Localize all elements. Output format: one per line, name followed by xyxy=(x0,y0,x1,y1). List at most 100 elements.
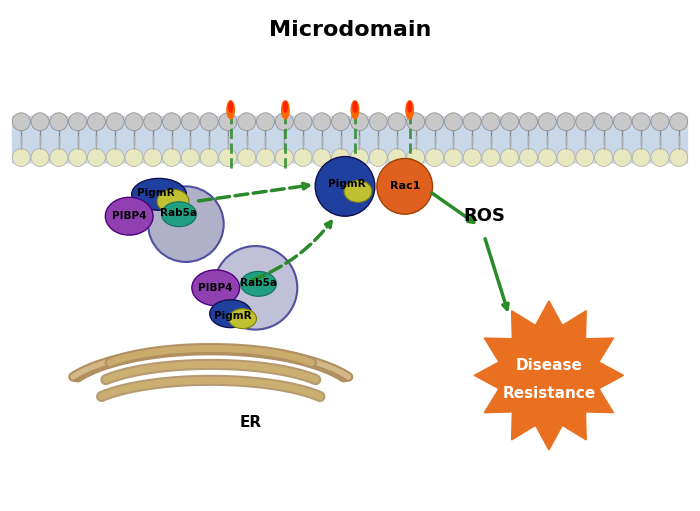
Circle shape xyxy=(651,113,669,131)
Text: Disease: Disease xyxy=(515,358,582,373)
Ellipse shape xyxy=(105,197,153,235)
Circle shape xyxy=(13,113,30,131)
Circle shape xyxy=(50,149,68,167)
Circle shape xyxy=(557,149,575,167)
Ellipse shape xyxy=(408,102,412,112)
Circle shape xyxy=(219,113,237,131)
Ellipse shape xyxy=(241,271,276,296)
Circle shape xyxy=(651,149,669,167)
Circle shape xyxy=(538,149,557,167)
Text: Rac1: Rac1 xyxy=(389,181,420,192)
Circle shape xyxy=(482,113,500,131)
Circle shape xyxy=(125,149,143,167)
Circle shape xyxy=(576,149,594,167)
Ellipse shape xyxy=(210,300,251,328)
Circle shape xyxy=(557,113,575,131)
Circle shape xyxy=(613,113,631,131)
Text: Microdomain: Microdomain xyxy=(269,20,431,40)
Circle shape xyxy=(144,113,162,131)
Circle shape xyxy=(632,113,650,131)
Text: PigmR: PigmR xyxy=(214,311,251,321)
Circle shape xyxy=(200,149,218,167)
Circle shape xyxy=(214,246,298,330)
Circle shape xyxy=(181,113,200,131)
Circle shape xyxy=(238,113,256,131)
Circle shape xyxy=(313,149,331,167)
Circle shape xyxy=(200,113,218,131)
Circle shape xyxy=(125,113,143,131)
Ellipse shape xyxy=(229,309,256,329)
Text: ER: ER xyxy=(239,414,262,430)
Circle shape xyxy=(388,113,406,131)
Circle shape xyxy=(444,113,462,131)
Circle shape xyxy=(219,149,237,167)
Ellipse shape xyxy=(229,102,232,112)
Circle shape xyxy=(13,149,30,167)
Circle shape xyxy=(50,113,68,131)
Circle shape xyxy=(426,113,444,131)
Circle shape xyxy=(670,149,687,167)
FancyBboxPatch shape xyxy=(12,116,688,164)
Ellipse shape xyxy=(227,101,235,119)
Circle shape xyxy=(369,113,387,131)
Circle shape xyxy=(256,113,274,131)
Circle shape xyxy=(275,149,293,167)
Ellipse shape xyxy=(162,202,196,227)
Circle shape xyxy=(294,113,312,131)
Circle shape xyxy=(500,113,519,131)
Circle shape xyxy=(69,113,87,131)
Circle shape xyxy=(500,149,519,167)
Text: Rab5a: Rab5a xyxy=(160,208,197,218)
Circle shape xyxy=(369,149,387,167)
Circle shape xyxy=(294,149,312,167)
Circle shape xyxy=(538,113,557,131)
Circle shape xyxy=(162,149,181,167)
Circle shape xyxy=(519,113,538,131)
Circle shape xyxy=(275,113,293,131)
Circle shape xyxy=(88,149,105,167)
Ellipse shape xyxy=(406,101,414,119)
Circle shape xyxy=(670,113,687,131)
Ellipse shape xyxy=(157,190,189,213)
Circle shape xyxy=(632,149,650,167)
Circle shape xyxy=(69,149,87,167)
Circle shape xyxy=(106,149,124,167)
Text: PIBP4: PIBP4 xyxy=(199,283,233,293)
Text: PigmR: PigmR xyxy=(137,189,175,198)
Circle shape xyxy=(407,149,425,167)
Ellipse shape xyxy=(351,101,358,119)
Circle shape xyxy=(595,113,612,131)
Circle shape xyxy=(482,149,500,167)
Circle shape xyxy=(181,149,200,167)
Circle shape xyxy=(31,149,49,167)
Circle shape xyxy=(576,113,594,131)
Circle shape xyxy=(31,113,49,131)
Circle shape xyxy=(426,149,444,167)
Circle shape xyxy=(407,113,425,131)
Text: PigmR: PigmR xyxy=(328,179,366,190)
Circle shape xyxy=(463,149,481,167)
Ellipse shape xyxy=(192,270,239,306)
Ellipse shape xyxy=(284,102,287,112)
Polygon shape xyxy=(475,301,624,450)
Circle shape xyxy=(106,113,124,131)
Ellipse shape xyxy=(132,178,186,210)
Circle shape xyxy=(351,149,368,167)
Circle shape xyxy=(315,156,375,216)
Circle shape xyxy=(595,149,612,167)
Ellipse shape xyxy=(281,101,289,119)
Circle shape xyxy=(463,113,481,131)
Text: PIBP4: PIBP4 xyxy=(112,211,146,221)
Ellipse shape xyxy=(353,102,357,112)
Ellipse shape xyxy=(344,180,372,202)
Circle shape xyxy=(88,113,105,131)
Circle shape xyxy=(613,149,631,167)
Circle shape xyxy=(332,149,349,167)
Text: Resistance: Resistance xyxy=(503,386,596,401)
Circle shape xyxy=(332,113,349,131)
Circle shape xyxy=(256,149,274,167)
Circle shape xyxy=(519,149,538,167)
Circle shape xyxy=(148,187,224,262)
Circle shape xyxy=(144,149,162,167)
Circle shape xyxy=(162,113,181,131)
